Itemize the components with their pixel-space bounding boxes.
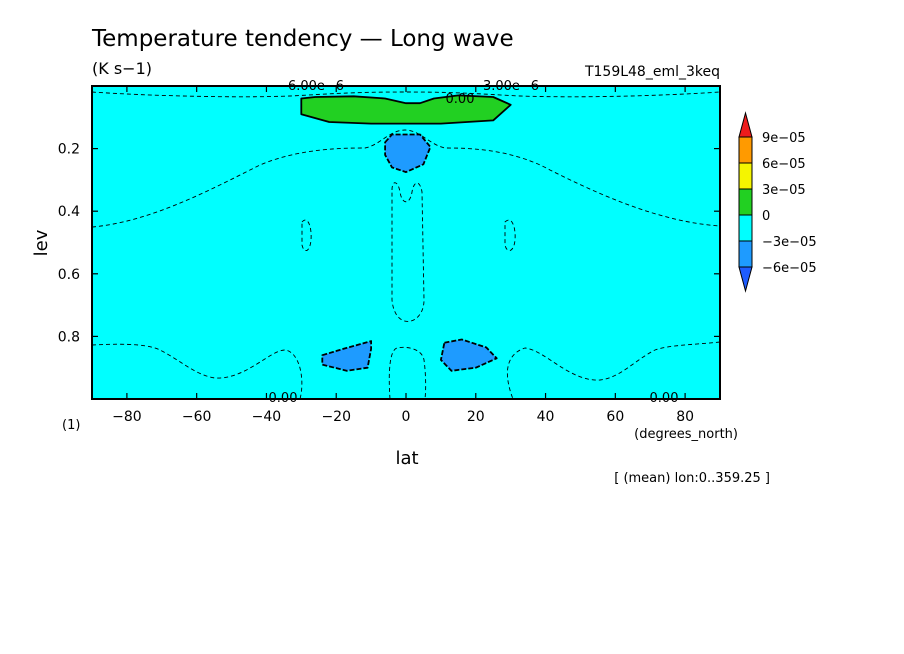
- x-tick-label: 60: [606, 409, 624, 425]
- contour-region-3: [440, 338, 498, 372]
- y-tick-label: 0.8: [58, 329, 80, 345]
- contour-region-2: [321, 340, 372, 372]
- contour-line-lower-center: [388, 346, 427, 400]
- x-axis-label: lat: [395, 448, 418, 469]
- x-tick-label: 20: [467, 409, 485, 425]
- colorbar-arrow-bottom: [738, 266, 753, 293]
- contour-line-upper-arch: [91, 129, 721, 228]
- x-tick-label: −40: [252, 409, 282, 425]
- colorbar-label: 0: [762, 209, 770, 224]
- y-tick-label: 0.4: [58, 204, 80, 220]
- contour-line-upper-dashed: [91, 91, 721, 98]
- colorbar-segment: [738, 188, 753, 216]
- colorbar-segment: [738, 162, 753, 190]
- plot-area: 6.00e−6 3.00e−6 0.00 0.00 0.00: [91, 79, 721, 406]
- contour-line-lower-right: [506, 341, 721, 400]
- y-axis-label: lev: [31, 229, 52, 256]
- run-label: T159L48_eml_3keq: [584, 64, 720, 80]
- colorbar-segment: [738, 136, 753, 164]
- x-tick-label: 80: [676, 409, 694, 425]
- colorbar-label: 6e−05: [762, 157, 806, 172]
- colorbar-arrow-top: [738, 111, 753, 138]
- x-tick-label: −20: [321, 409, 351, 425]
- y-tick-label: 0.2: [58, 142, 80, 158]
- contour-line-right-small: [504, 219, 516, 251]
- x-tick-label: 0: [402, 409, 411, 425]
- chart-units: (K s−1): [92, 59, 152, 78]
- colorbar-label: −6e−05: [762, 261, 817, 276]
- x-axis-units: (degrees_north): [634, 427, 738, 442]
- x-tick-label: −80: [112, 409, 142, 425]
- contour-label: 0.00: [446, 92, 475, 107]
- chart-title: Temperature tendency — Long wave: [91, 26, 514, 52]
- x-tick-label: −60: [182, 409, 212, 425]
- y-axis-units: (1): [62, 418, 80, 433]
- contour-line-lower-left: [91, 343, 303, 400]
- mean-note: [ (mean) lon:0..359.25 ]: [614, 471, 770, 486]
- colorbar: 9e−05 6e−05 3e−05 0 −3e−05 −6e−05: [738, 111, 817, 293]
- y-tick-label: 0.6: [58, 267, 80, 283]
- colorbar-label: 9e−05: [762, 131, 806, 146]
- plot-background: [92, 86, 720, 399]
- colorbar-label: −3e−05: [762, 235, 817, 250]
- contour-region-1: [384, 133, 432, 173]
- colorbar-label: 3e−05: [762, 183, 806, 198]
- colorbar-segment: [738, 240, 753, 268]
- x-tick-label: 40: [537, 409, 555, 425]
- contour-region-0: [300, 94, 512, 125]
- colorbar-segment: [738, 214, 753, 242]
